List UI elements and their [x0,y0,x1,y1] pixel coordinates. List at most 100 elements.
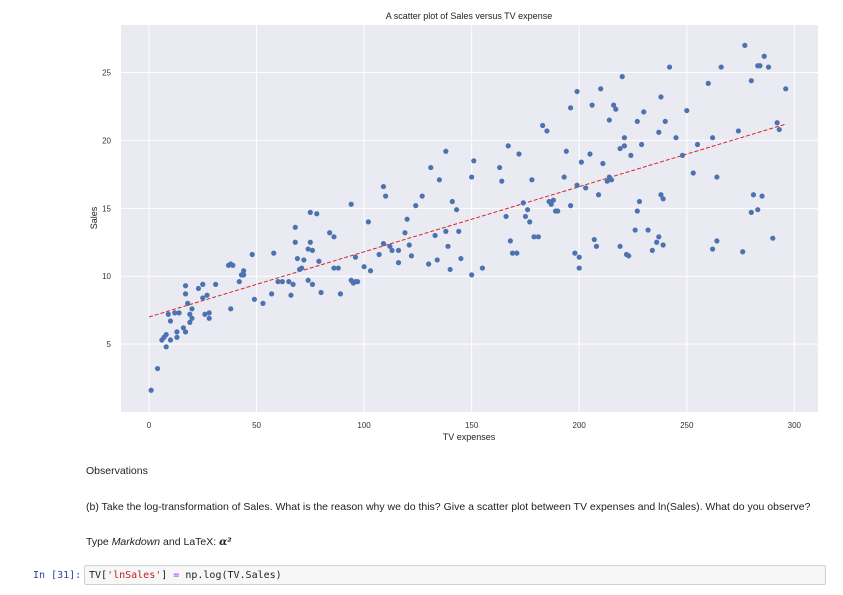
scatter-point [426,261,432,267]
scatter-point [505,143,511,149]
scatter-point [783,86,789,92]
scatter-point [154,365,161,372]
code-cell-editor[interactable]: TV['lnSales'] = np.log(TV.Sales) [84,565,826,585]
code-token: 'lnSales' [107,570,162,581]
scatter-point [331,265,337,271]
scatter-point [658,192,664,198]
scatter-point [174,334,180,340]
scatter-point [591,236,597,243]
scatter-point [395,260,402,266]
scatter-point [174,329,180,335]
scatter-point [638,141,645,148]
scatter-point [316,258,322,264]
scatter-point [260,300,266,306]
scatter-point [503,213,509,220]
scatter-point [529,177,535,183]
scatter-point [561,174,567,180]
scatter-point [376,251,382,258]
x-grid-lines [148,25,795,412]
scatter-point [626,253,632,259]
scatter-point [419,193,425,199]
scatter-point [540,122,546,129]
scatter-point [649,247,655,254]
scatter-point [241,272,247,278]
scatter-point [555,208,561,214]
trend-line [148,123,786,318]
scatter-point [548,201,554,207]
plot-area [121,25,818,412]
scatter-point [658,94,664,100]
scatter-point [249,251,255,258]
scatter-point [479,265,486,271]
scatter-point [617,243,623,249]
scatter-point [600,160,606,167]
note-middle: and LaTeX: [160,536,220,548]
scatter-point [436,177,442,183]
scatter-point [748,209,754,215]
scatter-point [593,243,600,249]
scatter-point [759,193,765,199]
question-text: (b) Take the log-transformation of Sales… [86,501,811,513]
x-tick-label: 100 [357,421,371,430]
scatter-point [770,235,776,241]
scatter-point [443,228,449,234]
code-token: = [173,570,180,581]
scatter-point [524,207,531,213]
code-text[interactable]: TV['lnSales'] = np.log(TV.Sales) [89,570,282,581]
scatter-point [148,387,154,393]
scatter-point [380,183,387,190]
scatter-point [666,64,673,70]
scatter-point [204,292,210,298]
scatter-point [774,120,780,126]
scatter-point [395,247,402,254]
y-tick-labels: 5 10 15 20 25 [102,69,111,350]
scatter-point [589,102,595,108]
scatter-point [327,230,333,236]
scatter-point [286,279,292,285]
scatter-point [335,265,341,271]
scatter-point [294,255,301,262]
scatter-point [514,250,520,256]
scatter-point [348,201,354,207]
scatter-points [148,42,789,393]
scatter-point [641,109,647,115]
scatter-point [187,311,193,317]
scatter-point [290,281,296,287]
scatter-point [206,315,212,321]
scatter-point [660,242,666,248]
scatter-point [497,164,503,171]
scatter-point [750,192,757,198]
scatter-point [531,234,537,240]
scatter-point [574,88,580,95]
scatter-point [714,238,720,244]
scatter-point [453,207,460,213]
scatter-point [632,227,638,233]
scatter-point [307,209,313,215]
scatter-point [305,246,311,252]
scatter-point [621,135,627,141]
scatter-point [673,135,679,141]
scatter-point [279,279,285,285]
scatter-point [408,253,415,259]
scatter-point [522,213,529,220]
scatter-point [634,208,640,214]
scatter-point [241,268,247,274]
scatter-point [163,332,169,338]
scatter-point [299,265,305,271]
scatter-point [654,239,660,245]
scatter-point [776,126,782,133]
scatter-point [337,291,344,297]
scatter-point [389,247,395,254]
scatter-point [572,250,578,256]
scatter-point [236,279,242,285]
scatter-point [314,211,320,217]
scatter-point [765,64,772,70]
scatter-point [301,257,307,263]
scatter-point [520,200,526,206]
scatter-point [709,246,716,252]
y-tick-label: 25 [102,69,111,78]
sales-vs-tv-scatter-chart: A scatter plot of Sales versus TV expens… [89,11,818,442]
scatter-point [499,178,505,184]
scatter-point [656,129,662,135]
scatter-point [195,285,202,292]
